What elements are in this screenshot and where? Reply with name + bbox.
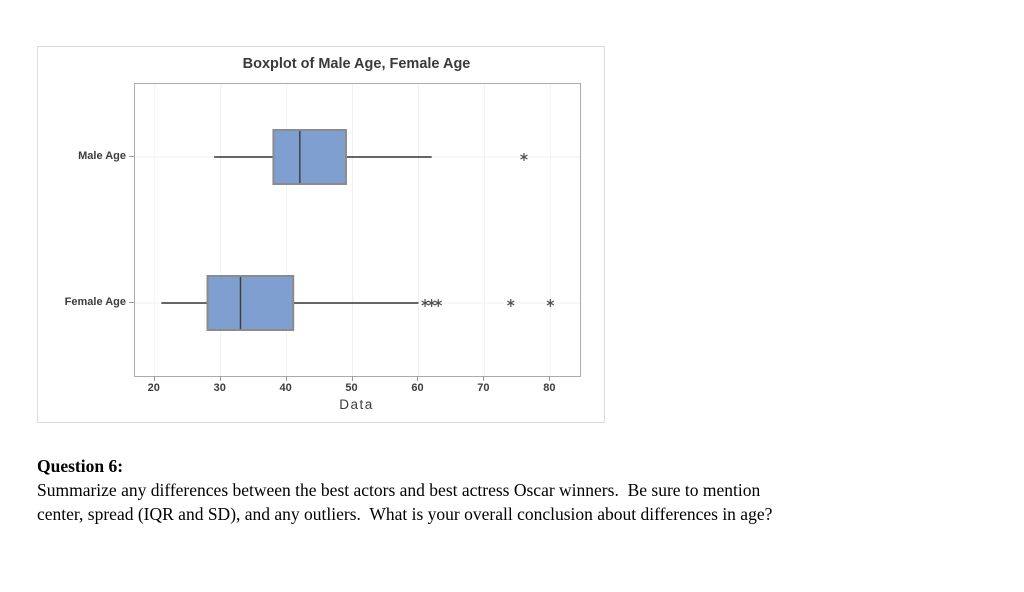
question-label: Question 6: [37, 456, 124, 476]
x-tick-label: 30 [213, 382, 226, 394]
x-tick-label: 80 [543, 382, 556, 394]
x-tick-label: 40 [279, 382, 292, 394]
x-tick-mark [153, 376, 155, 381]
question-text-line-2: center, spread (IQR and SD), and any out… [37, 504, 773, 524]
x-tick-label: 20 [147, 382, 160, 394]
x-tick-label: 50 [345, 382, 358, 394]
x-tick-mark [351, 376, 353, 381]
x-tick-mark [285, 376, 287, 381]
question-section: Question 6: Summarize any differences be… [37, 454, 997, 526]
boxplot-chart-card: Boxplot of Male Age, Female Age Male Age… [37, 46, 605, 423]
plot-area [134, 83, 581, 377]
x-tick-mark [417, 376, 419, 381]
x-tick-mark [219, 376, 221, 381]
x-tick-label: 70 [477, 382, 490, 394]
x-tick-mark [549, 376, 551, 381]
x-tick-label: 60 [411, 382, 424, 394]
y-tick-mark [129, 302, 134, 303]
question-text-line-1: Summarize any differences between the be… [37, 480, 761, 500]
x-tick-mark [483, 376, 485, 381]
x-axis-title: Data [339, 397, 374, 412]
boxplot-svg [135, 84, 580, 376]
category-label-male-age: Male Age [78, 150, 126, 162]
chart-title: Boxplot of Male Age, Female Age [242, 56, 471, 72]
category-label-female-age: Female Age [64, 296, 126, 308]
y-tick-mark [129, 156, 134, 157]
